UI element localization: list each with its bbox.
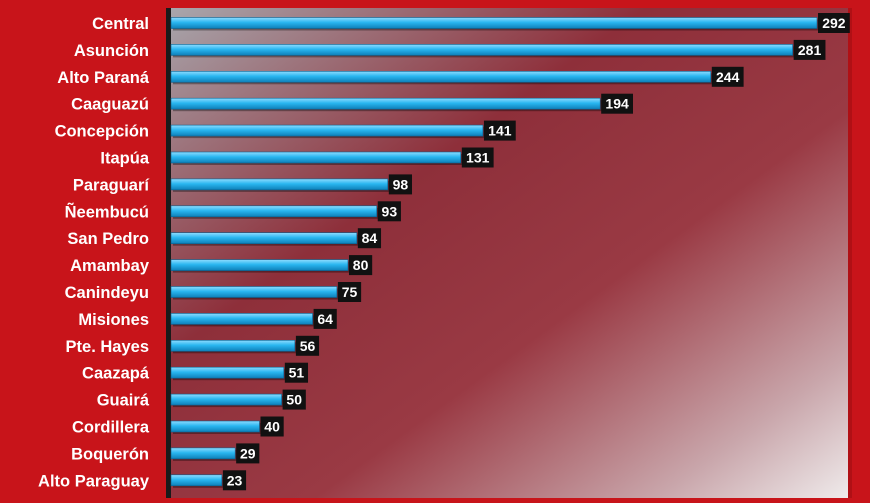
category-label: Alto Paraguay xyxy=(38,472,150,490)
bar xyxy=(170,420,260,433)
plot-right-border xyxy=(848,8,852,503)
bar xyxy=(170,124,484,137)
value-label: 40 xyxy=(264,419,280,435)
bar xyxy=(170,205,378,218)
bars-layer: Central 292 Asunción 281 Alto Paraná 244 Caagu… xyxy=(38,13,850,491)
value-label-box xyxy=(711,66,744,87)
bar xyxy=(170,232,358,244)
value-label: 84 xyxy=(362,230,378,246)
bar xyxy=(170,313,313,325)
category-label: Guairá xyxy=(97,392,150,410)
bar xyxy=(170,71,712,83)
value-label-box xyxy=(236,443,260,464)
bar xyxy=(170,393,282,406)
value-label-box xyxy=(222,470,247,491)
category-label: Cordillera xyxy=(72,419,150,437)
value-label-box xyxy=(388,174,413,195)
bar xyxy=(170,178,389,191)
category-label: Canindeyu xyxy=(65,284,149,302)
value-label: 64 xyxy=(317,311,333,327)
category-label: Boquerón xyxy=(71,445,149,463)
value-label: 80 xyxy=(353,257,369,273)
bar xyxy=(170,97,601,110)
category-label: San Pedro xyxy=(67,230,149,248)
value-label-box xyxy=(313,308,337,329)
value-label: 93 xyxy=(382,203,398,219)
category-label: Concepción xyxy=(55,123,149,141)
value-label-box xyxy=(282,389,306,410)
bar xyxy=(170,44,793,56)
category-label: Pte. Hayes xyxy=(66,338,149,356)
category-label: Paraguarí xyxy=(73,176,151,194)
value-label: 23 xyxy=(227,472,243,488)
value-label-box xyxy=(483,120,516,141)
value-label-box xyxy=(377,201,401,222)
category-label: Itapúa xyxy=(100,150,149,168)
value-label-box xyxy=(357,228,382,249)
value-label: 194 xyxy=(605,96,629,112)
value-label-box xyxy=(348,255,373,276)
bar xyxy=(170,259,349,271)
category-label: Asunción xyxy=(74,42,149,60)
bar xyxy=(170,339,296,352)
value-label: 281 xyxy=(798,42,822,58)
bar xyxy=(170,447,236,460)
value-label-box xyxy=(461,147,494,168)
value-label: 29 xyxy=(240,445,256,461)
value-label-box xyxy=(284,362,309,383)
category-label: Caaguazú xyxy=(71,96,149,114)
value-label: 56 xyxy=(300,338,316,354)
value-label-box xyxy=(295,335,320,356)
category-label: Alto Paraná xyxy=(57,69,150,87)
value-label: 141 xyxy=(488,123,512,139)
bar xyxy=(170,151,462,164)
value-label-box xyxy=(601,93,633,114)
category-label: Amambay xyxy=(70,257,150,275)
category-label: Misiones xyxy=(78,311,149,329)
bar xyxy=(170,474,223,487)
bar xyxy=(170,366,285,379)
value-label-box xyxy=(337,282,362,302)
category-label: Ñeembucú xyxy=(65,201,149,221)
bar xyxy=(170,286,338,298)
value-label: 131 xyxy=(466,150,490,166)
category-label: Caazapá xyxy=(82,365,150,383)
category-label: Central xyxy=(92,15,149,33)
value-label: 50 xyxy=(286,392,302,408)
value-label: 292 xyxy=(822,15,846,31)
value-label: 51 xyxy=(289,365,305,381)
value-label: 98 xyxy=(393,176,409,192)
y-axis-line xyxy=(166,8,171,503)
value-label: 75 xyxy=(342,284,358,300)
value-label-box xyxy=(793,39,826,60)
bar xyxy=(170,17,818,29)
value-label-box xyxy=(818,13,850,33)
value-label-box xyxy=(260,416,284,437)
value-label: 244 xyxy=(716,69,740,85)
